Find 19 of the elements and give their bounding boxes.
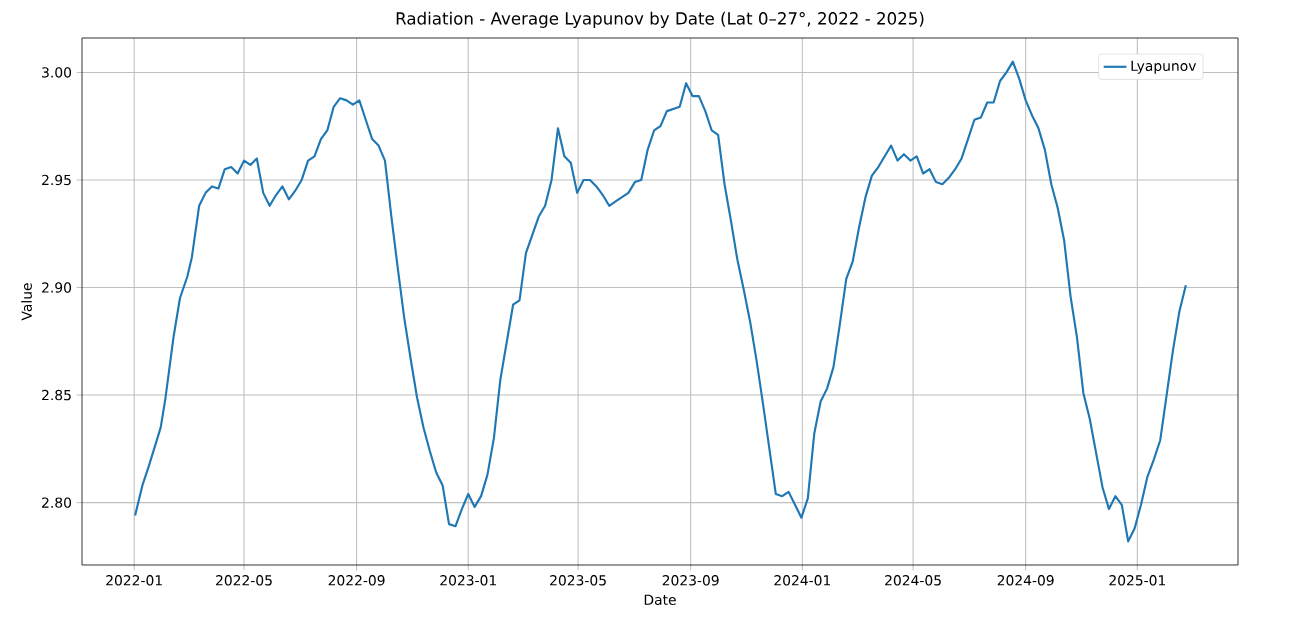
x-tick-label: 2023-01 — [440, 575, 496, 586]
y-tick-label: 2.90 — [42, 282, 72, 293]
x-tick-label: 2022-01 — [106, 575, 162, 586]
x-tick-label: 2024-09 — [997, 575, 1054, 586]
legend-label: Lyapunov — [1131, 60, 1197, 74]
x-tick-label: 2022-09 — [328, 575, 385, 586]
x-tick-label: 2023-09 — [662, 575, 719, 586]
x-tick-label: 2022-05 — [216, 575, 272, 586]
x-tick-label: 2023-05 — [550, 575, 606, 586]
x-tick-label: 2024-05 — [885, 575, 941, 586]
y-tick-label: 2.95 — [42, 174, 71, 186]
y-axis-title: Value — [21, 283, 32, 321]
x-axis-title: Date — [644, 594, 676, 605]
chart-title: Radiation - Average Lyapunov by Date (Lat 0–27°, 2022 - 2025) — [396, 11, 924, 28]
x-tick-label: 2025-01 — [1109, 575, 1166, 586]
y-tick-label: 2.80 — [42, 497, 72, 508]
y-tick-label: 3.00 — [42, 67, 72, 78]
y-tick-label: 2.85 — [42, 389, 71, 401]
x-tick-label: 2024-01 — [774, 575, 831, 586]
